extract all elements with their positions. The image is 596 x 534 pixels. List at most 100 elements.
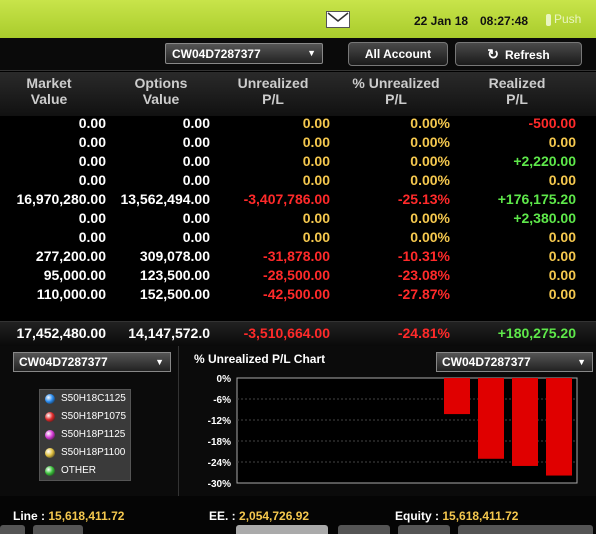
table-row[interactable]: 0.00 0.00 0.00 0.00% +2,380.00 (0, 209, 596, 228)
table-row[interactable]: 0.00 0.00 0.00 0.00% 0.00 (0, 228, 596, 247)
cell-options-value: 13,562,494.00 (120, 191, 210, 207)
bottom-tab[interactable] (0, 525, 25, 534)
bottom-tab[interactable] (458, 525, 593, 534)
cell-pct-unrealized-pl: 0.00% (410, 153, 450, 169)
y-tick-label: -30% (208, 479, 231, 490)
totals-row: 17,452,480.00 14,147,572.0 -3,510,664.00… (0, 321, 596, 346)
cell-pct-unrealized-pl: -27.87% (397, 286, 450, 302)
all-account-button[interactable]: All Account (348, 42, 448, 66)
cell-unrealized-pl: 0.00 (302, 153, 330, 169)
cell-realized-pl: 0.00 (548, 172, 576, 188)
cell-pct-unrealized-pl: 0.00% (410, 172, 450, 188)
cell-pct-unrealized-pl: -25.13% (397, 191, 450, 207)
cell-realized-pl: +2,380.00 (513, 210, 576, 226)
total-market-value: 17,452,480.00 (16, 325, 106, 341)
column-header-realized-pl: Realized P/L (488, 75, 546, 107)
cell-options-value: 0.00 (182, 153, 210, 169)
cell-market-value: 16,970,280.00 (16, 191, 106, 207)
legend-item: S50H18P1100 (40, 444, 130, 462)
legend-swatch-icon (45, 430, 55, 440)
legend-panel: CW04D7287377 ▼ S50H18C1125 S50H18P1075 S50… (0, 346, 179, 496)
cell-unrealized-pl: -31,878.00 (263, 248, 330, 264)
cell-unrealized-pl: -3,407,786.00 (243, 191, 330, 207)
mail-icon[interactable] (326, 11, 350, 28)
cell-unrealized-pl: 0.00 (302, 134, 330, 150)
ee-value: 2,054,726.92 (239, 509, 310, 523)
legend-item: S50H18P1075 (40, 408, 130, 426)
account-summary-footer: Line : 15,618,411.72 EE. : 2,054,726.92 … (0, 496, 596, 534)
legend-swatch-icon (45, 466, 55, 476)
chevron-down-icon: ▼ (155, 357, 164, 367)
y-tick-label: -24% (208, 458, 231, 469)
legend-swatch-icon (45, 448, 55, 458)
bottom-tab[interactable] (33, 525, 83, 534)
bottom-tab[interactable] (236, 525, 328, 534)
cell-pct-unrealized-pl: 0.00% (410, 210, 450, 226)
legend-label: S50H18P1125 (61, 429, 126, 440)
cell-market-value: 110,000.00 (36, 286, 106, 302)
chart-panel: % Unrealized P/L Chart CW04D7287377 ▼ 0%… (179, 346, 596, 496)
cell-pct-unrealized-pl: -23.08% (397, 267, 450, 283)
push-status[interactable]: Push (546, 12, 581, 26)
chart-bar (512, 378, 538, 466)
cell-realized-pl: 0.00 (548, 134, 576, 150)
column-header-unrealized-pl: Unrealized P/L (237, 75, 309, 107)
cell-options-value: 309,078.00 (139, 248, 210, 264)
legend-item: S50H18C1125 (40, 390, 130, 408)
y-tick-label: 0% (217, 374, 232, 385)
top-status-bar: 22 Jan 18 08:27:48 Push (0, 0, 596, 38)
total-options-value: 14,147,572.0 (128, 325, 210, 341)
chart-bar (546, 378, 572, 476)
table-row[interactable]: 277,200.00 309,078.00 -31,878.00 -10.31% 0.0… (0, 247, 596, 266)
lower-panels: CW04D7287377 ▼ S50H18C1125 S50H18P1075 S50… (0, 346, 596, 496)
cell-realized-pl: 0.00 (548, 286, 576, 302)
plug-icon (546, 13, 551, 26)
table-row[interactable]: 95,000.00 123,500.00 -28,500.00 -23.08% 0.00 (0, 266, 596, 285)
table-row[interactable]: 16,970,280.00 13,562,494.00 -3,407,786.00 -… (0, 190, 596, 209)
cell-unrealized-pl: 0.00 (302, 115, 330, 131)
legend-swatch-icon (45, 394, 55, 404)
refresh-button[interactable]: ↻ Refresh (455, 42, 582, 66)
column-header-options-value: Options Value (134, 75, 188, 107)
cell-market-value: 0.00 (78, 210, 106, 226)
cell-market-value: 0.00 (78, 172, 106, 188)
cell-realized-pl: +176,175.20 (497, 191, 576, 207)
legend-account-select[interactable]: CW04D7287377 ▼ (13, 352, 171, 372)
column-header-pct-unrealized-pl: % Unrealized P/L (352, 75, 440, 107)
total-realized-pl: +180,275.20 (497, 325, 576, 341)
cell-options-value: 0.00 (182, 134, 210, 150)
chart-account-value: CW04D7287377 (442, 355, 531, 369)
chart-bar (444, 378, 470, 415)
y-tick-label: -12% (208, 416, 231, 427)
unrealized-pl-bar-chart: 0% -6% -12% -18% -24% -30% (208, 374, 578, 490)
cell-realized-pl: 0.00 (548, 229, 576, 245)
table-row[interactable]: 0.00 0.00 0.00 0.00% 0.00 (0, 133, 596, 152)
cell-realized-pl: 0.00 (548, 267, 576, 283)
chart-legend: S50H18C1125 S50H18P1075 S50H18P1125 S50H18P… (39, 389, 131, 481)
legend-label: S50H18C1125 (61, 393, 126, 404)
bottom-tab[interactable] (398, 525, 450, 534)
table-row[interactable]: 0.00 0.00 0.00 0.00% +2,220.00 (0, 152, 596, 171)
cell-realized-pl: 0.00 (548, 248, 576, 264)
cell-unrealized-pl: 0.00 (302, 172, 330, 188)
table-row[interactable]: 0.00 0.00 0.00 0.00% -500.00 (0, 114, 596, 133)
legend-label: S50H18P1100 (61, 447, 126, 458)
cell-realized-pl: -500.00 (528, 115, 576, 131)
cell-market-value: 277,200.00 (35, 248, 106, 264)
column-header-market-value: Market Value (26, 75, 72, 107)
table-row[interactable]: 0.00 0.00 0.00 0.00% 0.00 (0, 171, 596, 190)
legend-item: OTHER (40, 462, 130, 480)
cell-market-value: 0.00 (78, 153, 106, 169)
cell-unrealized-pl: -28,500.00 (263, 267, 330, 283)
date-label: 22 Jan 18 (414, 14, 469, 28)
table-row[interactable]: 110,000.00 152,500.00 -42,500.00 -27.87% 0.0… (0, 285, 596, 304)
bottom-tab[interactable] (338, 525, 390, 534)
y-tick-label: -18% (208, 437, 231, 448)
cell-unrealized-pl: 0.00 (302, 210, 330, 226)
account-select[interactable]: CW04D7287377 ▼ (165, 43, 323, 64)
line-value: 15,618,411.72 (48, 509, 125, 523)
cell-options-value: 0.00 (182, 115, 210, 131)
time-label: 08:27:48 (480, 14, 529, 28)
chart-bar (478, 378, 504, 459)
chart-account-select[interactable]: CW04D7287377 ▼ (436, 352, 593, 372)
